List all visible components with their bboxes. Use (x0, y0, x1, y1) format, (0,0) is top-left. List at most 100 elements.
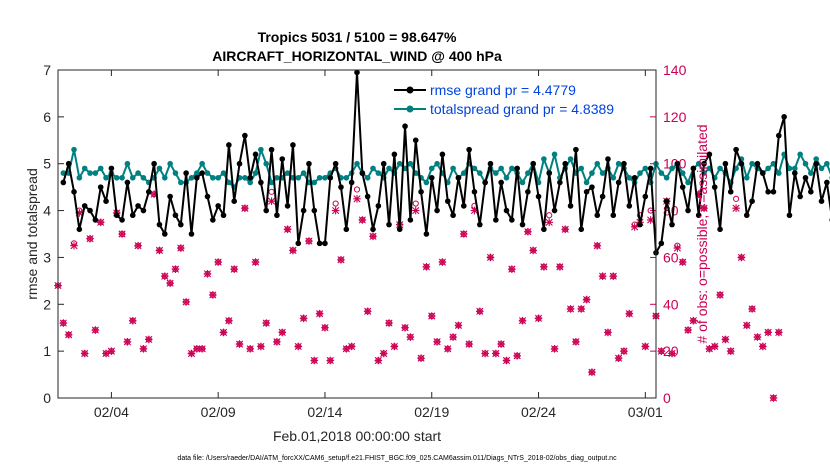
obs-assimilated-point (700, 204, 708, 213)
rmse-point (204, 193, 211, 200)
rmse-point (818, 198, 825, 204)
rmse-point (103, 198, 109, 204)
obs-assimilated-point (96, 218, 105, 227)
rmse-point (754, 160, 761, 167)
obs-possible-point (353, 186, 361, 193)
obs-assimilated-point (289, 246, 297, 255)
obs-assimilated-point (630, 223, 639, 231)
obs-assimilated-point (422, 263, 431, 271)
rmse-point (514, 165, 520, 172)
totalspread-point (503, 174, 510, 181)
totalspread-point (92, 170, 99, 176)
rmse-point (770, 189, 777, 195)
footer-data-file: data file: /Users/raeder/DAI/ATM_forcXX/… (177, 455, 617, 462)
obs-assimilated-point (486, 253, 495, 262)
obs-assimilated-point (609, 272, 618, 280)
rmse-point (690, 165, 697, 172)
obs-assimilated-point (278, 328, 287, 337)
totalspread-point (311, 179, 318, 186)
obs-assimilated-point (438, 258, 447, 266)
rmse-point (759, 170, 766, 176)
obs-assimilated-point (721, 335, 730, 344)
rmse-point (364, 193, 371, 200)
obs-assimilated-point (177, 244, 185, 252)
rmse-point (65, 160, 72, 167)
obs-assimilated-point (646, 216, 655, 224)
rmse-point (685, 207, 691, 214)
rmse-point (343, 226, 350, 233)
totalspread-point (717, 165, 723, 172)
rmse-point (717, 226, 723, 233)
obs-assimilated-point (406, 333, 415, 341)
totalspread-point (135, 170, 141, 176)
rmse-point (242, 132, 248, 139)
totalspread-point (797, 151, 803, 158)
obs-assimilated-point (347, 342, 356, 351)
obs-assimilated-point (694, 190, 703, 198)
totalspread-point (792, 165, 798, 172)
rmse-point (279, 156, 286, 162)
rmse-point (765, 189, 771, 195)
rmse-point (621, 160, 627, 167)
obs-assimilated-point (561, 225, 570, 234)
rmse-point (482, 179, 488, 186)
rmse-point (370, 226, 376, 233)
obs-assimilated-point (668, 349, 676, 358)
rmse-point (439, 151, 446, 158)
totalspread-point (375, 170, 382, 176)
totalspread-point (215, 174, 221, 181)
rmse-point (167, 193, 173, 200)
rmse-point (423, 231, 430, 237)
totalspread-point (599, 170, 606, 176)
obs-assimilated-point (91, 326, 100, 334)
totalspread-point (765, 165, 771, 172)
totalspread-point (295, 174, 302, 181)
obs-assimilated-point (689, 316, 698, 325)
rmse-point (300, 207, 307, 214)
totalspread-point (204, 170, 211, 176)
obs-assimilated-point (534, 314, 543, 323)
obs-assimilated-point (214, 258, 222, 266)
left-y-tick-label: 5 (43, 156, 51, 172)
rmse-point (658, 240, 665, 247)
obs-assimilated-point (59, 319, 68, 327)
rmse-point (599, 193, 606, 200)
obs-possible-point (332, 200, 339, 207)
legend-spread-label: totalspread grand pr = 4.8389 (430, 101, 614, 117)
totalspread-point (284, 170, 291, 176)
rmse-point (808, 189, 814, 195)
rmse-point (311, 207, 318, 214)
rmse-point (743, 212, 750, 219)
rmse-point (258, 179, 264, 186)
totalspread-point (642, 165, 649, 172)
totalspread-point (194, 170, 200, 176)
obs-assimilated-point (139, 345, 148, 353)
rmse-point (113, 212, 120, 219)
obs-assimilated-point (246, 345, 255, 353)
x-tick-label: 03/01 (628, 404, 663, 420)
right-y-axis-label: # of obs: o=possible; ×=assimilated (694, 124, 710, 343)
obs-assimilated-point (150, 190, 158, 198)
totalspread-point (364, 174, 371, 181)
rmse-point (306, 160, 312, 167)
obs-assimilated-point (262, 319, 271, 327)
rmse-point (183, 170, 189, 176)
obs-possible-point (412, 200, 419, 207)
rmse-point (178, 221, 184, 228)
totalspread-point (220, 170, 227, 176)
legend-rmse-marker (406, 86, 414, 94)
totalspread-point (493, 170, 499, 176)
rmse-point (354, 69, 360, 76)
rmse-point (97, 184, 104, 190)
rmse-point (129, 212, 136, 219)
obs-count-layer (54, 186, 783, 402)
right-y-tick-label: 120 (663, 109, 687, 125)
obs-assimilated-point (241, 204, 249, 213)
obs-possible-point (546, 212, 553, 219)
obs-assimilated-point (166, 279, 174, 287)
totalspread-point (743, 174, 750, 181)
right-y-tick-label: 40 (663, 296, 679, 312)
obs-assimilated-point (363, 307, 372, 316)
totalspread-point (226, 179, 232, 186)
rmse-point (781, 114, 787, 120)
